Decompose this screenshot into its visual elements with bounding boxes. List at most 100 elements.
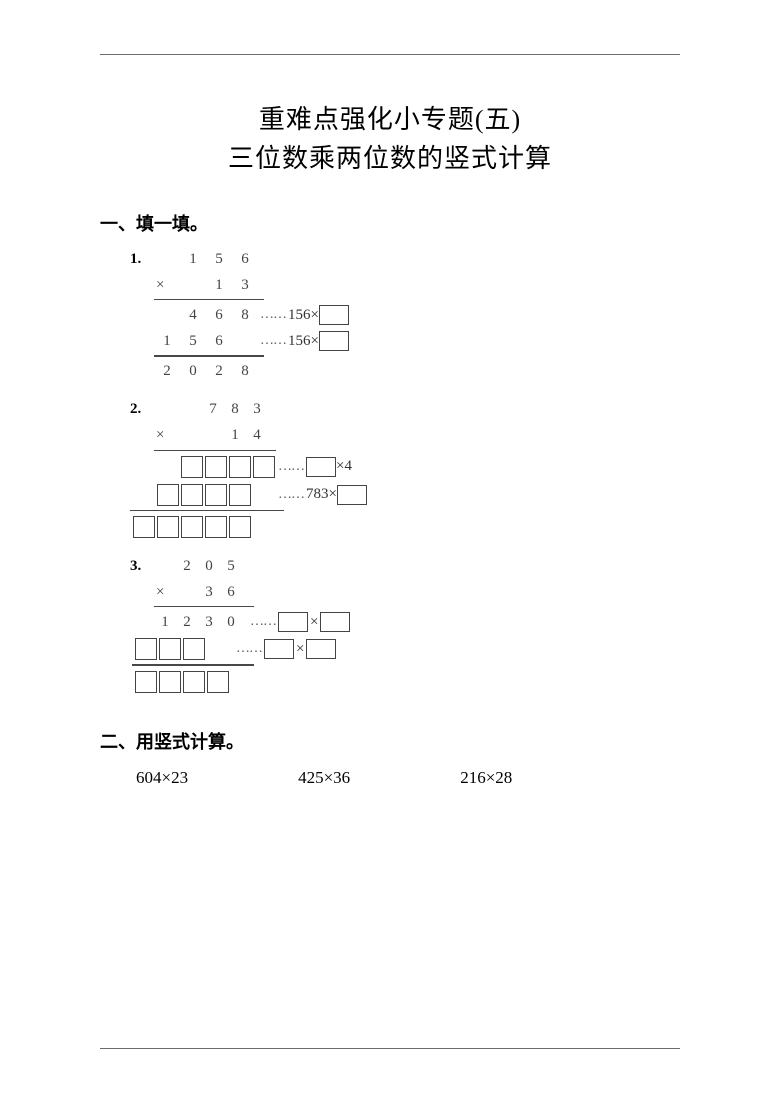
p3-annot-1: …… × (248, 612, 350, 632)
p3-annot-x2: × (296, 641, 304, 658)
p3-rule-1 (154, 606, 254, 607)
p1-partial1-d2: 6 (206, 307, 232, 324)
p1-top-d1: 1 (180, 251, 206, 268)
fill-box[interactable] (319, 305, 349, 325)
fill-box[interactable] (181, 456, 203, 478)
p2-mult-d2: 1 (224, 427, 246, 444)
dots: …… (260, 333, 286, 349)
problem-1: 1. 1 5 6 × 1 3 4 6 8 …… (130, 246, 680, 385)
p1-partial2-d1: 1 (154, 333, 180, 350)
section-2-heading: 二、用竖式计算。 (100, 728, 680, 754)
calc-item-3: 216×28 (460, 768, 512, 788)
p2-rule-1 (154, 450, 276, 451)
fill-box[interactable] (319, 331, 349, 351)
calc-item-1: 604×23 (136, 768, 188, 788)
fill-box[interactable] (264, 639, 294, 659)
title-line-1: 重难点强化小专题(五) (100, 100, 680, 139)
p2-top-d3: 3 (246, 401, 268, 418)
p1-annot1-pre: 156× (288, 307, 319, 324)
fill-box[interactable] (205, 516, 227, 538)
p1-mult-d3: 3 (232, 277, 258, 294)
fill-box[interactable] (181, 516, 203, 538)
fill-box[interactable] (207, 671, 229, 693)
section-1-heading: 一、填一填。 (100, 210, 680, 236)
p3-partial1-d4: 0 (220, 614, 242, 631)
fill-box[interactable] (157, 484, 179, 506)
calc-item-2: 425×36 (298, 768, 350, 788)
p1-annot2-pre: 156× (288, 333, 319, 350)
p1-rule-1 (154, 299, 264, 300)
p3-annot-x1: × (310, 614, 318, 631)
p1-rule-2 (154, 355, 264, 356)
p3-partial1-d1: 1 (154, 614, 176, 631)
prob-num-3: 3. (130, 558, 154, 575)
p1-res-d3: 2 (206, 363, 232, 380)
p1-partial2-d2: 5 (180, 333, 206, 350)
p3-mult-d3: 6 (220, 584, 242, 601)
problem-3: 3. 2 0 5 × 3 6 1 2 3 0 …… (130, 553, 680, 696)
fill-box[interactable] (229, 516, 251, 538)
p3-partial1-d2: 2 (176, 614, 198, 631)
p1-res-d2: 0 (180, 363, 206, 380)
fill-box[interactable] (159, 638, 181, 660)
fill-box[interactable] (229, 484, 251, 506)
p2-mult-d3: 4 (246, 427, 268, 444)
problems-area: 1. 1 5 6 × 1 3 4 6 8 …… (100, 246, 680, 696)
top-rule (100, 54, 680, 55)
fill-box[interactable] (135, 671, 157, 693)
prob-num-1: 1. (130, 251, 154, 268)
p2-annot-1: …… ×4 (276, 457, 352, 477)
title-block: 重难点强化小专题(五) 三位数乘两位数的竖式计算 (100, 100, 680, 178)
dots: …… (236, 641, 262, 657)
p2-annot1-suf: ×4 (336, 458, 352, 475)
fill-box[interactable] (337, 485, 367, 505)
p3-top-d2: 0 (198, 558, 220, 575)
p2-top-d2: 8 (224, 401, 246, 418)
fill-box[interactable] (278, 612, 308, 632)
p1-partial1-d1: 4 (180, 307, 206, 324)
problem-2: 2. 7 8 3 × 1 4 (130, 397, 680, 542)
p3-rule-2 (132, 664, 254, 665)
p1-res-d1: 2 (154, 363, 180, 380)
p3-top-d1: 2 (176, 558, 198, 575)
fill-box[interactable] (205, 484, 227, 506)
p2-annot2-pre: 783× (306, 486, 337, 503)
p3-partial1-d3: 3 (198, 614, 220, 631)
p1-res-d4: 8 (232, 363, 258, 380)
fill-box[interactable] (229, 456, 251, 478)
dots: …… (260, 307, 286, 323)
p2-top-d1: 7 (202, 401, 224, 418)
p1-mult-d2: 1 (206, 277, 232, 294)
p2-mult-sym: × (154, 427, 180, 444)
title-line-2: 三位数乘两位数的竖式计算 (100, 139, 680, 178)
p2-rule-2 (130, 510, 284, 511)
fill-box[interactable] (306, 639, 336, 659)
p1-annot-1: …… 156× (258, 305, 349, 325)
fill-box[interactable] (157, 516, 179, 538)
fill-box[interactable] (205, 456, 227, 478)
fill-box[interactable] (135, 638, 157, 660)
dots: …… (278, 459, 304, 475)
p3-annot-2: …… × (234, 639, 336, 659)
p3-top-d3: 5 (220, 558, 242, 575)
page-content: 重难点强化小专题(五) 三位数乘两位数的竖式计算 一、填一填。 1. 1 5 6… (0, 0, 780, 828)
fill-box[interactable] (181, 484, 203, 506)
fill-box[interactable] (183, 638, 205, 660)
p1-annot-2: …… 156× (258, 331, 349, 351)
dots: …… (250, 614, 276, 630)
p3-mult-sym: × (154, 584, 176, 601)
p1-partial1-d3: 8 (232, 307, 258, 324)
p1-mult-sym: × (154, 277, 180, 294)
fill-box[interactable] (159, 671, 181, 693)
vertical-problems: 604×23 425×36 216×28 (100, 768, 680, 788)
fill-box[interactable] (306, 457, 336, 477)
fill-box[interactable] (320, 612, 350, 632)
fill-box[interactable] (133, 516, 155, 538)
p2-annot-2: …… 783× (276, 485, 367, 505)
prob-num-2: 2. (130, 401, 154, 418)
p1-top-d2: 5 (206, 251, 232, 268)
dots: …… (278, 487, 304, 503)
p1-partial2-d3: 6 (206, 333, 232, 350)
fill-box[interactable] (253, 456, 275, 478)
fill-box[interactable] (183, 671, 205, 693)
